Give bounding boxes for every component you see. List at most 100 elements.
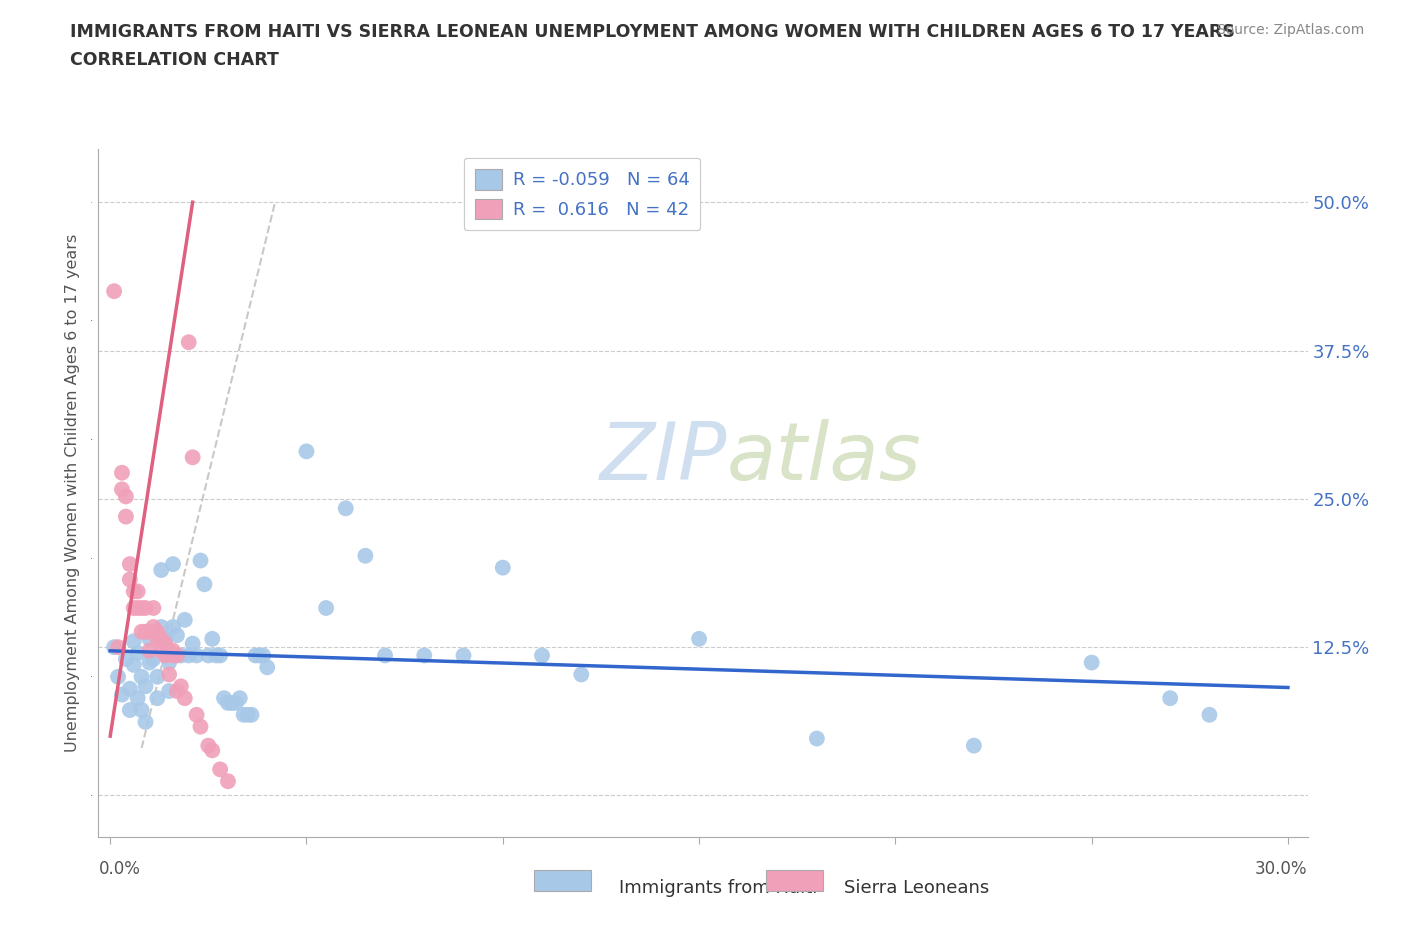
Point <box>103 640 125 655</box>
Point <box>413 648 436 663</box>
Point <box>177 648 200 663</box>
Point <box>177 335 200 350</box>
Point <box>245 648 267 663</box>
Point <box>150 619 173 634</box>
Point <box>181 450 204 465</box>
Point <box>127 691 149 706</box>
Point <box>162 557 184 572</box>
Point <box>201 631 224 646</box>
Point <box>135 624 157 639</box>
Point <box>1080 655 1102 670</box>
Point <box>127 601 149 616</box>
Point <box>157 684 180 698</box>
Point <box>197 648 219 663</box>
Point <box>131 601 153 616</box>
Y-axis label: Unemployment Among Women with Children Ages 6 to 17 years: Unemployment Among Women with Children A… <box>65 233 80 752</box>
Point <box>122 633 145 648</box>
Point <box>146 670 169 684</box>
Point <box>115 652 138 667</box>
Point <box>252 648 274 663</box>
Text: CORRELATION CHART: CORRELATION CHART <box>70 51 280 69</box>
Point <box>190 719 212 734</box>
Point <box>221 696 243 711</box>
Point <box>240 708 263 723</box>
Point <box>153 648 176 663</box>
Text: 30.0%: 30.0% <box>1256 860 1308 878</box>
Point <box>190 553 212 568</box>
Point <box>232 708 254 723</box>
Point <box>212 691 235 706</box>
Point <box>209 648 232 663</box>
Point <box>256 660 278 675</box>
Point <box>354 549 377 564</box>
Point <box>111 687 134 702</box>
Point <box>963 738 986 753</box>
Point <box>118 702 141 717</box>
Point <box>229 691 252 706</box>
Point <box>166 628 188 643</box>
Point <box>135 679 157 694</box>
Point <box>150 631 173 646</box>
Point <box>531 648 554 663</box>
Text: ZIP: ZIP <box>600 419 727 498</box>
Point <box>138 624 160 639</box>
Point <box>118 682 141 697</box>
Point <box>138 631 160 646</box>
Point <box>217 774 239 789</box>
Point <box>173 691 195 706</box>
Point <box>173 613 195 628</box>
Point <box>111 465 134 480</box>
Point <box>107 640 129 655</box>
Point <box>186 648 208 663</box>
Point <box>111 482 134 497</box>
Point <box>142 601 165 616</box>
Point <box>315 601 337 616</box>
Point <box>127 645 149 660</box>
Point <box>193 577 215 591</box>
Point <box>135 714 157 729</box>
Point <box>162 644 184 658</box>
Point <box>374 648 396 663</box>
Point <box>142 652 165 667</box>
Point <box>115 510 138 525</box>
Point <box>295 444 318 458</box>
Point <box>153 636 176 651</box>
Point <box>138 644 160 658</box>
Point <box>150 563 173 578</box>
Point <box>688 631 710 646</box>
Point <box>201 743 224 758</box>
Point <box>146 691 169 706</box>
Point <box>1198 708 1220 723</box>
Point <box>236 708 259 723</box>
Point <box>150 644 173 658</box>
Point <box>569 667 592 682</box>
Point <box>127 584 149 599</box>
Point <box>103 284 125 299</box>
Text: Immigrants from Haiti: Immigrants from Haiti <box>619 879 817 897</box>
Text: Source: ZipAtlas.com: Source: ZipAtlas.com <box>1216 23 1364 37</box>
Point <box>197 738 219 753</box>
Legend: R = -0.059   N = 64, R =  0.616   N = 42: R = -0.059 N = 64, R = 0.616 N = 42 <box>464 158 700 231</box>
Point <box>115 489 138 504</box>
Point <box>153 631 176 646</box>
Text: Sierra Leoneans: Sierra Leoneans <box>844 879 988 897</box>
Point <box>806 731 828 746</box>
Text: atlas: atlas <box>727 419 922 498</box>
Point <box>162 619 184 634</box>
Point <box>217 696 239 711</box>
Point <box>492 560 515 575</box>
Point <box>131 624 153 639</box>
Point <box>225 696 247 711</box>
Point <box>162 648 184 663</box>
Point <box>142 619 165 634</box>
Point <box>146 624 169 639</box>
Point <box>1159 691 1181 706</box>
Point <box>186 708 208 723</box>
Point <box>135 601 157 616</box>
Point <box>205 648 228 663</box>
Point <box>138 655 160 670</box>
Point <box>118 572 141 587</box>
Point <box>118 557 141 572</box>
Point <box>181 636 204 651</box>
Text: 0.0%: 0.0% <box>98 860 141 878</box>
